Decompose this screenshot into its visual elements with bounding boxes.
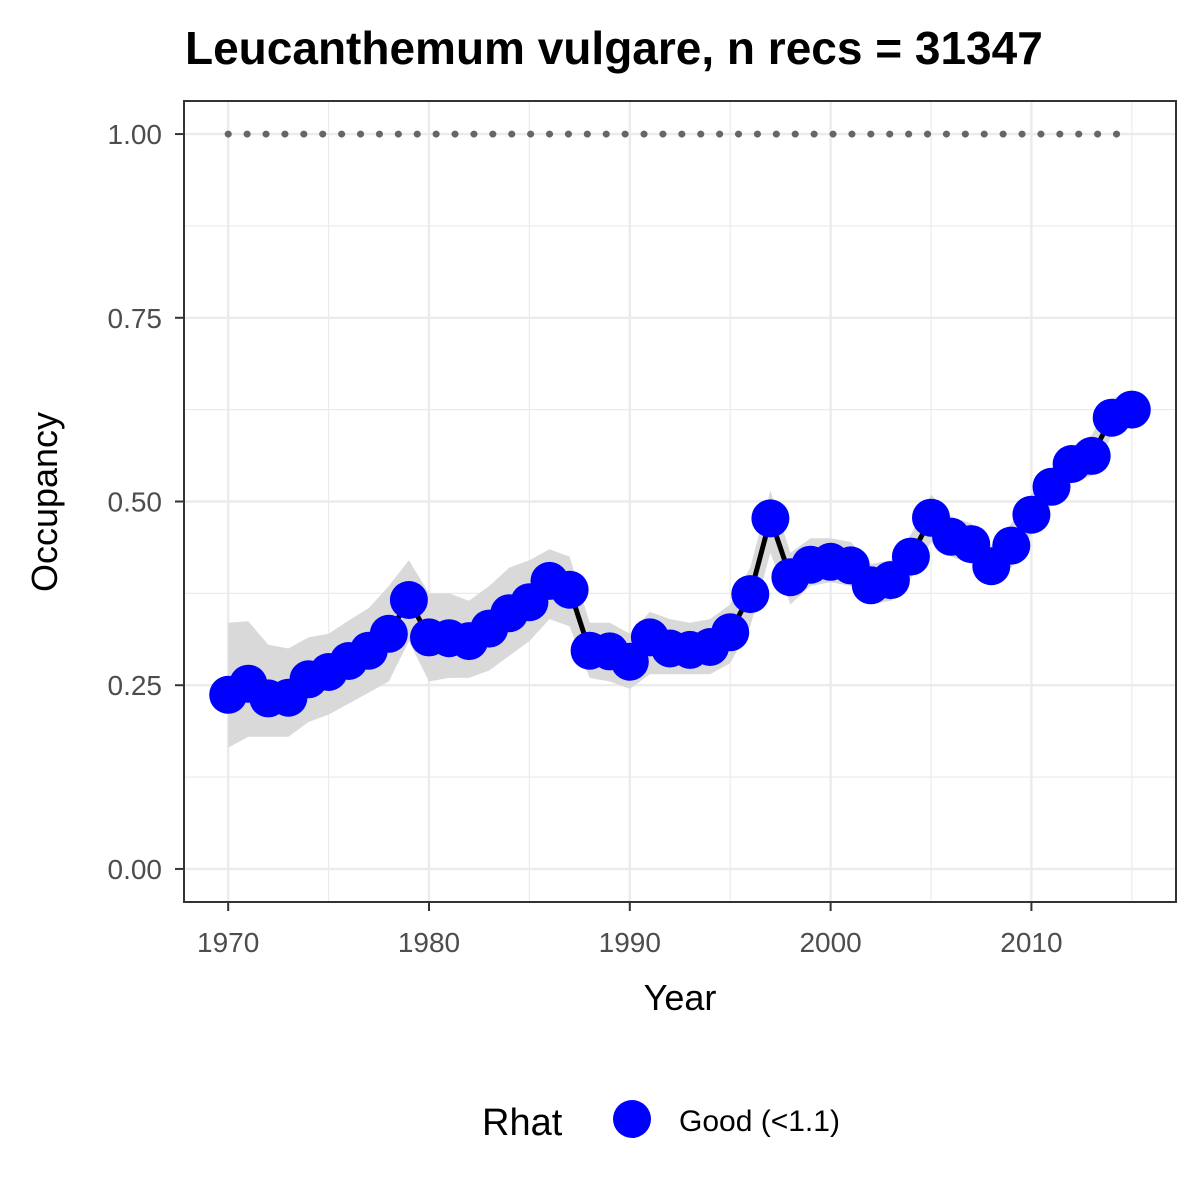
confidence-ribbon	[228, 391, 1132, 748]
data-point-2015	[1112, 390, 1151, 429]
y-tick-label-0: 0.00	[108, 854, 163, 885]
x-tick-label-3: 2000	[799, 927, 861, 958]
x-tick-label-2: 1990	[599, 927, 661, 958]
data-point-1979	[389, 581, 428, 619]
y-axis: 0.00 0.25 0.50 0.75 1.00	[108, 119, 184, 885]
data-point-2009	[992, 526, 1031, 565]
data-point-1995	[711, 613, 750, 652]
y-tick-label-3: 0.75	[108, 303, 163, 334]
plot-panel	[183, 100, 1177, 903]
data-point-2013	[1072, 436, 1111, 475]
data-point-1996	[731, 575, 770, 614]
x-axis: 1970 1980 1990 2000 2010	[197, 902, 1063, 958]
data-point-1978	[369, 614, 408, 653]
y-axis-title: Occupancy	[24, 412, 65, 592]
data-point-2010	[1012, 495, 1051, 534]
legend-key-good	[613, 1100, 651, 1138]
x-tick-label-4: 2010	[1000, 927, 1062, 958]
y-tick-label-2: 0.50	[108, 487, 163, 518]
chart-title: Leucanthemum vulgare, n recs = 31347	[185, 22, 1043, 74]
data-point-2004	[891, 537, 930, 576]
y-tick-label-4: 1.00	[108, 119, 163, 150]
x-tick-label-0: 1970	[197, 927, 259, 958]
legend: Rhat Good (<1.1)	[482, 1100, 840, 1144]
data-point-1987	[550, 570, 589, 609]
ribbon-layer	[228, 391, 1132, 748]
x-axis-title: Year	[644, 977, 717, 1018]
legend-label-good: Good (<1.1)	[679, 1105, 840, 1138]
legend-title: Rhat	[482, 1102, 563, 1144]
x-tick-label-1: 1980	[398, 927, 460, 958]
data-point-1997	[751, 499, 790, 538]
points-layer	[209, 390, 1151, 718]
y-tick-label-1: 0.25	[108, 670, 163, 701]
